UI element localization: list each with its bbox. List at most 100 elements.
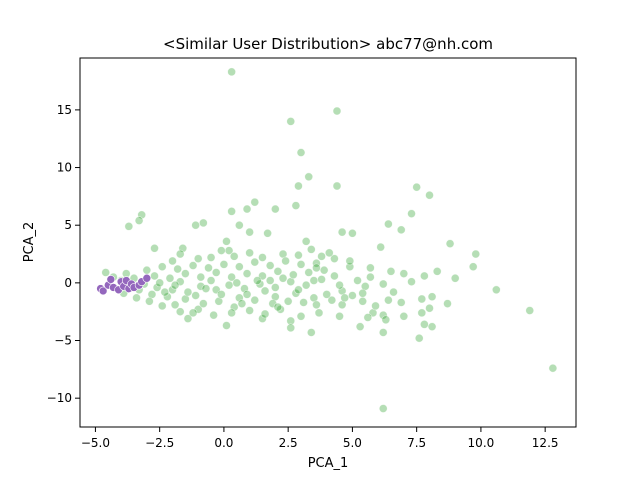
scatter-point bbox=[399, 269, 409, 278]
scatter-point bbox=[204, 263, 213, 273]
scatter-point bbox=[168, 256, 177, 266]
scatter-point bbox=[165, 273, 175, 283]
scatter-point bbox=[330, 254, 339, 263]
scatter-point bbox=[376, 242, 385, 252]
scatter-point bbox=[412, 182, 421, 192]
x-tick-label: 0.0 bbox=[214, 436, 233, 450]
scatter-point bbox=[250, 197, 260, 207]
scatter-point bbox=[371, 301, 380, 311]
points-layer bbox=[96, 67, 558, 413]
scatter-point bbox=[337, 300, 347, 310]
scatter-point bbox=[145, 297, 154, 306]
scatter-point bbox=[260, 286, 270, 296]
scatter-point bbox=[273, 267, 283, 276]
scatter-point bbox=[450, 273, 460, 283]
scatter-point bbox=[196, 272, 206, 282]
scatter-point bbox=[258, 253, 267, 262]
scatter-point bbox=[134, 216, 144, 225]
scatter-point bbox=[386, 267, 396, 276]
scatter-point bbox=[250, 257, 260, 267]
scatter-point bbox=[286, 323, 296, 333]
scatter-point bbox=[363, 313, 373, 322]
x-tick-label: 2.5 bbox=[279, 436, 298, 450]
scatter-point bbox=[327, 295, 337, 305]
scatter-point bbox=[309, 293, 319, 303]
scatter-point bbox=[217, 246, 226, 255]
scatter-point bbox=[335, 311, 344, 321]
scatter-point bbox=[150, 271, 159, 281]
scatter-point bbox=[353, 276, 362, 285]
scatter-point bbox=[199, 299, 208, 308]
scatter-point bbox=[322, 290, 332, 299]
scatter-point bbox=[312, 300, 321, 310]
scatter-point bbox=[312, 263, 321, 273]
scatter-point bbox=[296, 260, 306, 269]
scatter-point bbox=[188, 308, 198, 318]
scatter-point bbox=[181, 269, 190, 278]
scatter-point bbox=[142, 265, 152, 275]
x-tick-label: 12.5 bbox=[532, 436, 559, 450]
scatter-point bbox=[366, 272, 375, 282]
scatter-point bbox=[525, 306, 535, 315]
scatter-point bbox=[170, 280, 180, 290]
scatter-point bbox=[181, 294, 190, 304]
scatter-point bbox=[242, 269, 252, 278]
scatter-point bbox=[283, 297, 293, 306]
scatter-point bbox=[142, 273, 152, 283]
scatter-point bbox=[101, 268, 110, 277]
scatter-point bbox=[106, 275, 116, 284]
scatter-point bbox=[271, 283, 280, 292]
y-tick-label: 5 bbox=[64, 218, 72, 232]
scatter-point bbox=[250, 295, 260, 305]
scatter-point bbox=[389, 287, 398, 297]
scatter-point bbox=[340, 293, 350, 303]
scatter-point bbox=[150, 243, 159, 253]
scatter-point bbox=[445, 239, 455, 248]
scatter-point bbox=[175, 307, 185, 316]
scatter-point bbox=[330, 271, 339, 281]
scatter-point bbox=[188, 261, 198, 270]
scatter-point bbox=[214, 297, 224, 306]
scatter-point bbox=[358, 288, 367, 298]
scatter-point bbox=[360, 282, 370, 291]
scatter-point bbox=[235, 262, 244, 272]
scatter-point bbox=[381, 315, 391, 325]
chart-title: <Similar User Distribution> abc77@nh.com bbox=[163, 35, 493, 53]
scatter-point bbox=[255, 279, 265, 289]
scatter-point bbox=[227, 272, 236, 282]
scatter-point bbox=[304, 172, 314, 182]
scatter-point bbox=[358, 297, 367, 306]
scatter-point bbox=[294, 181, 303, 191]
scatter-point bbox=[309, 276, 319, 285]
scatter-point bbox=[253, 276, 262, 285]
scatter-point bbox=[314, 308, 324, 318]
scatter-point bbox=[278, 273, 288, 283]
scatter-point bbox=[304, 268, 314, 277]
scatter-point bbox=[175, 249, 185, 259]
scatter-point bbox=[124, 222, 134, 231]
scatter-point bbox=[193, 254, 203, 263]
scatter-point bbox=[286, 117, 296, 126]
scatter-point bbox=[414, 333, 424, 343]
scatter-point bbox=[407, 209, 416, 218]
scatter-point bbox=[427, 292, 437, 302]
scatter-point bbox=[147, 290, 157, 299]
scatter-point bbox=[281, 256, 290, 266]
scatter-point bbox=[294, 285, 303, 295]
scatter-point bbox=[319, 265, 329, 275]
scatter-point bbox=[294, 250, 303, 260]
scatter-point bbox=[378, 279, 388, 289]
scatter-point bbox=[271, 204, 280, 214]
scatter-point bbox=[206, 253, 216, 262]
scatter-point bbox=[268, 299, 278, 308]
scatter-point bbox=[407, 277, 416, 287]
scatter-point bbox=[232, 278, 242, 288]
scatter-point bbox=[396, 298, 406, 307]
y-tick-label: 10 bbox=[57, 161, 72, 175]
scatter-point bbox=[157, 301, 167, 311]
scatter-point bbox=[348, 228, 357, 238]
scatter-point bbox=[160, 287, 170, 297]
scatter-point bbox=[384, 219, 393, 229]
scatter-point bbox=[471, 249, 481, 259]
